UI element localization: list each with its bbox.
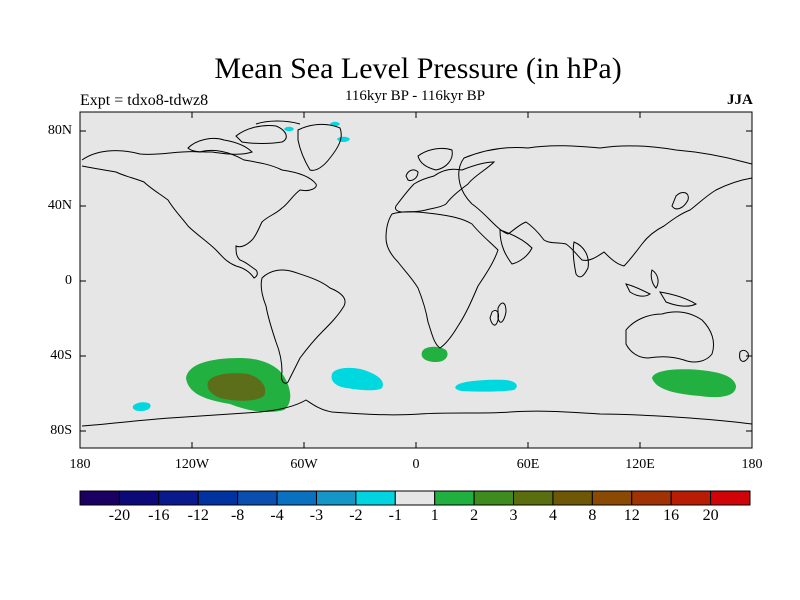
colorbar-box — [197, 490, 239, 506]
lon-label-0: 0 — [412, 457, 420, 472]
colorbar-box — [552, 490, 593, 506]
colorbar — [79, 490, 751, 506]
lon-label-60e: 60E — [516, 457, 540, 472]
colorbar-box — [473, 490, 515, 506]
colorbar-box — [237, 490, 278, 506]
anomaly-cyan-150w — [132, 402, 151, 411]
colorbar-label: -16 — [148, 507, 170, 524]
colorbar-box — [158, 490, 199, 506]
experiment-label: Expt = tdxo8-tdwz8 — [80, 92, 209, 109]
chart-title: Mean Sea Level Pressure (in hPa) — [214, 52, 622, 85]
coastlines — [81, 120, 753, 427]
colorbar-label: 1 — [430, 507, 439, 524]
lat-label-80n: 80N — [47, 123, 72, 138]
colorbar-label: 12 — [623, 507, 640, 524]
map-background — [80, 112, 752, 448]
lon-label-60w: 60W — [290, 457, 318, 472]
colorbar-box — [710, 490, 751, 506]
colorbar-box — [315, 490, 357, 506]
lon-label-180e: 180 — [741, 457, 763, 472]
lat-label-80s: 80S — [50, 423, 72, 438]
colorbar-box — [631, 490, 672, 506]
lat-label-40n: 40N — [47, 198, 72, 213]
colorbar-label: 8 — [588, 507, 597, 524]
season-label: JJA — [727, 92, 753, 108]
axis-ticks — [80, 112, 752, 448]
anomaly-cyan-south-atlantic — [331, 367, 383, 391]
lat-label-40s: 40S — [50, 348, 72, 363]
colorbar-label: 3 — [509, 507, 518, 524]
lat-label-0: 0 — [65, 273, 72, 288]
colorbar-label: -20 — [108, 507, 131, 524]
lon-label-120w: 120W — [174, 457, 210, 472]
colorbar-label: -12 — [187, 507, 209, 524]
colorbar-label: -1 — [388, 507, 402, 524]
colorbar-label: 16 — [663, 507, 680, 524]
anomaly-olive-south-pacific — [207, 373, 266, 401]
colorbar-box — [591, 490, 633, 506]
colorbar-box — [118, 490, 160, 506]
anomaly-green-south-africa — [421, 346, 448, 362]
colorbar-label: 20 — [702, 507, 719, 524]
colorbar-label: 4 — [548, 507, 557, 524]
lon-label-180w: 180 — [69, 457, 91, 472]
lon-label-120e: 120E — [625, 457, 655, 472]
colorbar-label: -4 — [270, 507, 284, 524]
colorbar-box — [394, 490, 436, 506]
chart-subtitle: 116kyr BP - 116kyr BP — [344, 88, 485, 104]
colorbar-box — [79, 490, 120, 506]
anomaly-patches — [132, 121, 736, 412]
anomaly-green-south-australia — [652, 369, 736, 398]
colorbar-box — [513, 490, 554, 506]
colorbar-label: -2 — [349, 507, 363, 524]
colorbar-label: -3 — [309, 507, 324, 524]
colorbar-label: -8 — [230, 507, 245, 524]
colorbar-box — [670, 490, 712, 506]
colorbar-box — [355, 490, 396, 506]
colorbar-box — [434, 490, 475, 506]
colorbar-label: 2 — [470, 507, 479, 524]
colorbar-box — [276, 490, 317, 506]
anomaly-cyan-south-indian — [455, 379, 517, 392]
anomaly-cyan-arctic-3 — [284, 126, 294, 132]
